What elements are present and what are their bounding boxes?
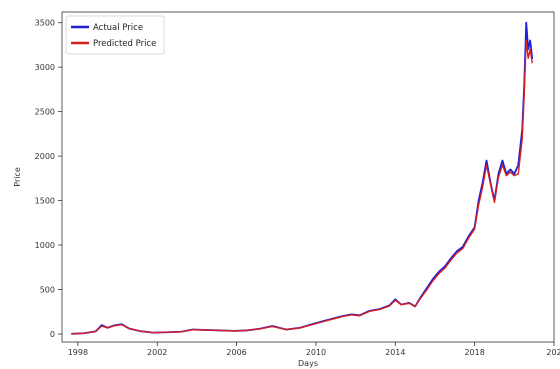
x-tick-label: 2010 [306,348,326,357]
y-tick-label: 3500 [35,19,55,28]
x-tick-label: 2006 [226,348,246,357]
y-tick-label: 1000 [35,241,55,250]
legend: Actual Price Predicted Price [65,15,165,55]
legend-label-predicted: Predicted Price [93,39,156,49]
series-line-actual [71,21,534,335]
series-layer [71,21,534,335]
plot-frame [61,11,555,343]
y-tick-label: 3000 [35,63,55,72]
legend-box [65,15,165,55]
x-tick-label: 202 [546,348,560,357]
y-tick-label: 1500 [35,197,55,206]
x-tick-label: 2018 [464,348,484,357]
legend-label-actual: Actual Price [93,23,143,33]
y-axis: 0 500 1000 1500 2000 2500 3000 3500 [35,19,62,339]
x-axis: 1998 2002 2006 2010 2014 2018 202 [68,342,560,357]
y-axis-label: Price [13,167,22,187]
y-tick-label: 2500 [35,108,55,117]
y-tick-label: 500 [40,286,55,295]
x-tick-label: 2014 [385,348,405,357]
x-tick-label: 2002 [147,348,167,357]
series-line-predicted [71,39,533,335]
y-tick-label: 0 [50,330,55,339]
x-tick-label: 1998 [68,348,88,357]
y-tick-label: 2000 [35,152,55,161]
x-axis-label: Days [298,359,318,368]
